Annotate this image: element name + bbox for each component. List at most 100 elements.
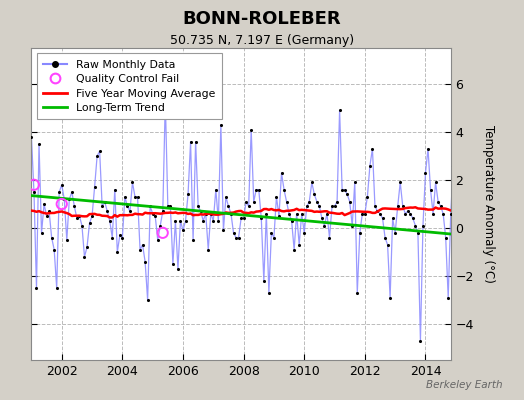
Point bbox=[373, 208, 381, 214]
Point bbox=[68, 189, 76, 195]
Point bbox=[42, 213, 51, 219]
Point bbox=[78, 222, 86, 229]
Point bbox=[103, 208, 112, 214]
Point bbox=[204, 246, 212, 253]
Point bbox=[378, 215, 387, 222]
Point bbox=[285, 210, 293, 217]
Point bbox=[403, 208, 412, 214]
Point bbox=[73, 215, 81, 222]
Point bbox=[295, 242, 303, 248]
Point bbox=[315, 203, 324, 210]
Point bbox=[298, 210, 306, 217]
Point bbox=[308, 179, 316, 186]
Point bbox=[479, 215, 488, 222]
Point bbox=[467, 203, 475, 210]
Point bbox=[351, 179, 359, 186]
Point bbox=[313, 198, 321, 205]
Point bbox=[396, 179, 405, 186]
Point bbox=[280, 186, 288, 193]
Point bbox=[154, 237, 162, 243]
Point bbox=[456, 194, 465, 200]
Point bbox=[151, 213, 159, 219]
Point bbox=[255, 186, 263, 193]
Point bbox=[65, 196, 73, 202]
Point bbox=[245, 203, 253, 210]
Point bbox=[212, 186, 220, 193]
Point bbox=[70, 203, 79, 210]
Point bbox=[121, 194, 129, 200]
Point bbox=[80, 254, 89, 260]
Point bbox=[48, 234, 56, 241]
Point bbox=[202, 210, 210, 217]
Point bbox=[275, 213, 283, 219]
Point bbox=[272, 194, 281, 200]
Point bbox=[305, 198, 313, 205]
Legend: Raw Monthly Data, Quality Control Fail, Five Year Moving Average, Long-Term Tren: Raw Monthly Data, Quality Control Fail, … bbox=[37, 54, 222, 120]
Point bbox=[391, 230, 399, 236]
Point bbox=[30, 182, 38, 188]
Point bbox=[98, 203, 106, 210]
Point bbox=[60, 196, 69, 202]
Point bbox=[366, 162, 374, 169]
Point bbox=[431, 179, 440, 186]
Point bbox=[158, 230, 167, 236]
Point bbox=[477, 162, 485, 169]
Point bbox=[141, 258, 149, 265]
Point bbox=[105, 218, 114, 224]
Point bbox=[219, 227, 227, 234]
Point bbox=[384, 242, 392, 248]
Point bbox=[302, 203, 311, 210]
Point bbox=[30, 189, 38, 195]
Point bbox=[123, 203, 132, 210]
Point bbox=[277, 170, 286, 176]
Point bbox=[156, 222, 165, 229]
Point bbox=[174, 266, 182, 272]
Point bbox=[472, 218, 480, 224]
Point bbox=[416, 338, 424, 344]
Point bbox=[209, 218, 217, 224]
Point bbox=[497, 198, 506, 205]
Point bbox=[267, 230, 276, 236]
Point bbox=[484, 210, 493, 217]
Point bbox=[318, 215, 326, 222]
Point bbox=[499, 234, 508, 241]
Point bbox=[452, 110, 460, 116]
Point bbox=[118, 234, 127, 241]
Point bbox=[459, 210, 467, 217]
Point bbox=[388, 215, 397, 222]
Point bbox=[290, 246, 298, 253]
Point bbox=[300, 230, 309, 236]
Point bbox=[427, 186, 435, 193]
Point bbox=[399, 203, 407, 210]
Point bbox=[126, 208, 134, 214]
Point bbox=[27, 134, 36, 140]
Point bbox=[330, 203, 339, 210]
Point bbox=[489, 179, 498, 186]
Point bbox=[282, 198, 291, 205]
Text: BONN-ROLEBER: BONN-ROLEBER bbox=[183, 10, 341, 28]
Point bbox=[419, 222, 427, 229]
Point bbox=[411, 222, 420, 229]
Point bbox=[333, 198, 341, 205]
Point bbox=[462, 186, 470, 193]
Point bbox=[196, 208, 205, 214]
Point bbox=[401, 210, 409, 217]
Text: 50.735 N, 7.197 E (Germany): 50.735 N, 7.197 E (Germany) bbox=[170, 34, 354, 47]
Point bbox=[474, 210, 483, 217]
Point bbox=[288, 218, 296, 224]
Point bbox=[95, 148, 104, 154]
Point bbox=[454, 148, 463, 154]
Y-axis label: Temperature Anomaly (°C): Temperature Anomaly (°C) bbox=[482, 125, 495, 283]
Point bbox=[58, 201, 66, 207]
Point bbox=[247, 126, 255, 133]
Point bbox=[262, 210, 270, 217]
Point bbox=[439, 210, 447, 217]
Point bbox=[270, 234, 278, 241]
Point bbox=[345, 198, 354, 205]
Point bbox=[265, 290, 273, 296]
Point bbox=[464, 198, 473, 205]
Point bbox=[91, 184, 99, 190]
Point bbox=[179, 227, 187, 234]
Point bbox=[40, 201, 48, 207]
Point bbox=[159, 208, 167, 214]
